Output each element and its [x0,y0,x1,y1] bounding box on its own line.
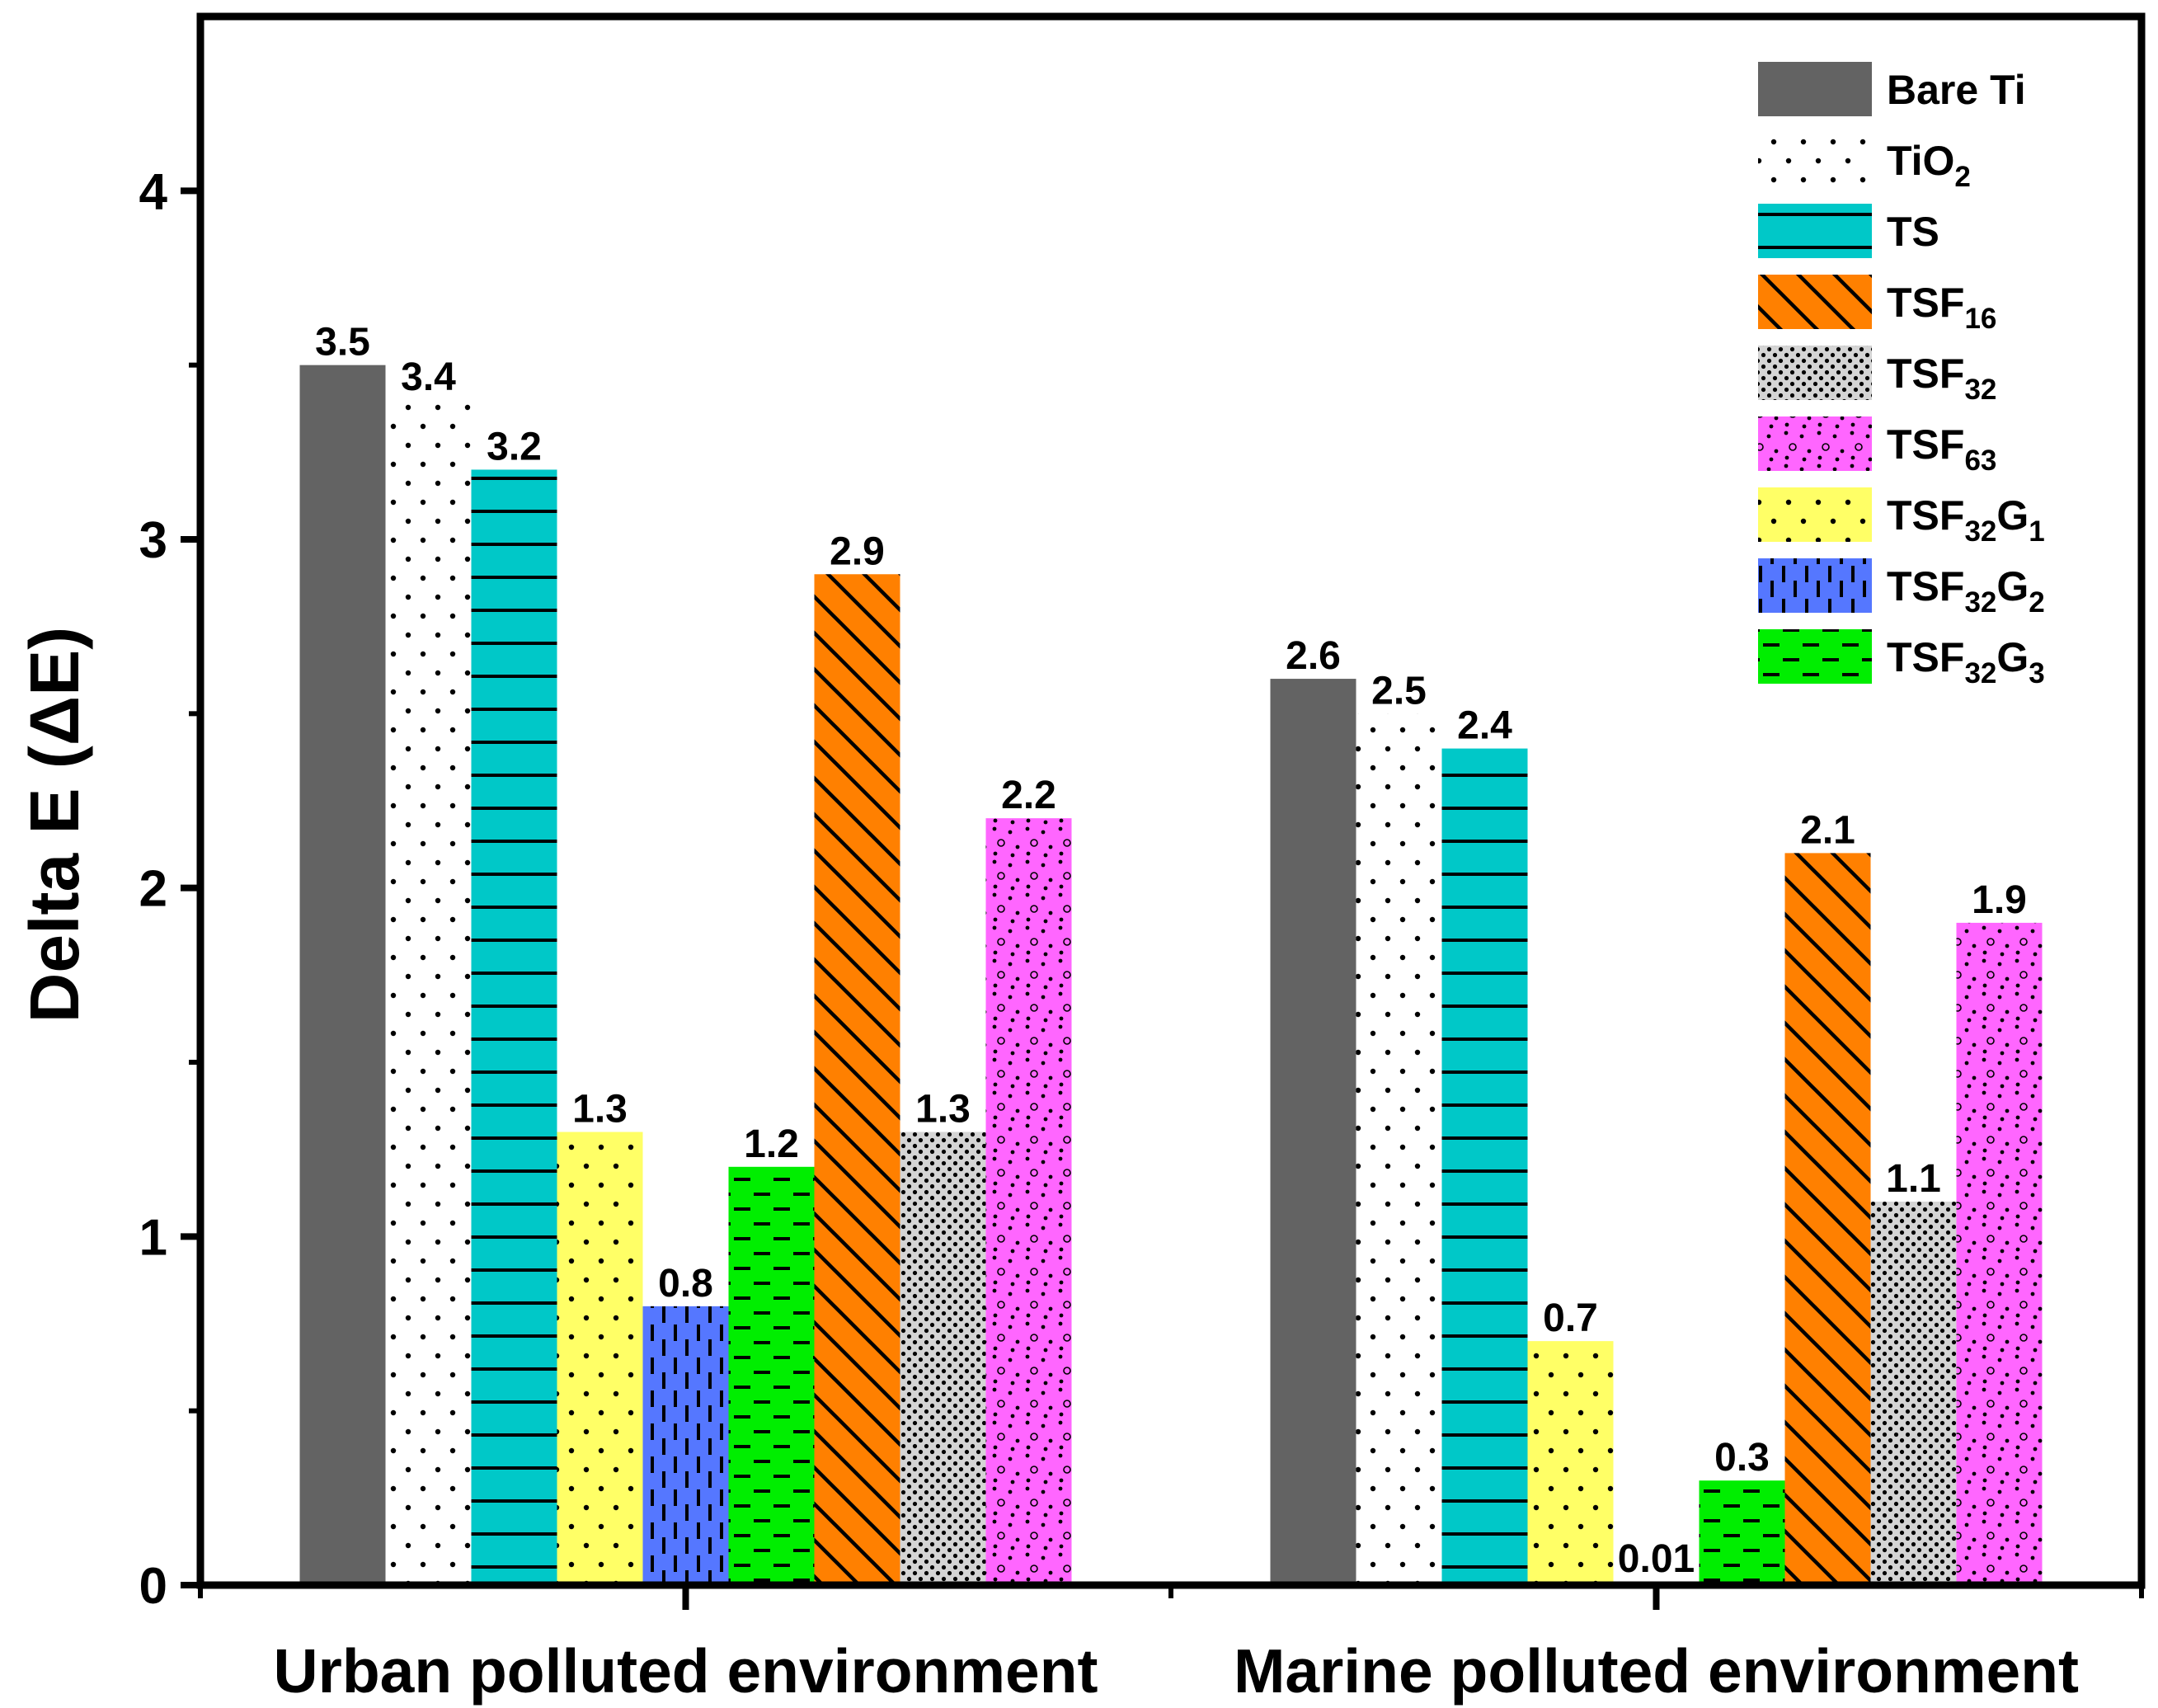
bar-tsf16-urban-polluted-environment-pattern [814,574,900,1586]
axes-layer: 0 1 2 3 4 Urban polluted environment Marine po… [139,12,2146,1706]
bar-tsf32g3-urban-polluted-environment-pattern [728,1166,815,1585]
y-tick-label-3: 3 [139,512,167,569]
bars-layer [299,365,2043,1586]
legend: Bare Ti TiO2 TS TSF16 TSF32 TSF63 TSF32G1 TSF32… [1758,62,2045,689]
legend-label-tio2: TiO2 [1887,138,1971,193]
legend-label-bare-ti: Bare Ti [1887,67,2026,113]
y-tick-label-2: 2 [139,861,167,918]
legend-label-tsf32: TSF32 [1887,351,1996,406]
legend-item-ts: TS [1758,204,1939,258]
data-label-tsf32g1-urban-polluted-environment: 1.3 [572,1088,628,1132]
x-category-label-urban-polluted-environment: Urban polluted environment [273,1636,1098,1706]
bar-tsf32g1-marine-polluted-environment-pattern [1527,1341,1614,1585]
bar-tsf32g1-urban-polluted-environment-pattern [557,1132,643,1585]
legend-label-tsf32g1: TSF32G1 [1887,492,2045,548]
data-label-tio2-marine-polluted-environment: 2.5 [1371,669,1427,713]
legend-label-tsf16: TSF16 [1887,280,1996,335]
y-axis-title: Delta E (ΔE) [16,627,93,1023]
legend-item-tsf32g1: TSF32G1 [1758,487,2045,548]
data-label-tsf63-urban-polluted-environment: 2.2 [1001,774,1056,817]
legend-swatch-pattern-tsf16 [1758,275,1872,329]
y-tick-label-1: 1 [139,1209,167,1266]
data-labels-layer: 3.5 3.4 3.2 1.3 0.8 1.2 2.9 1.3 2.2 2.6 2.5 2.4 0.7 0… [315,321,2027,1581]
y-tick-label-0: 0 [139,1558,167,1615]
legend-label-ts: TS [1887,209,1939,255]
data-label-tsf32-urban-polluted-environment: 1.3 [915,1088,971,1132]
data-label-ts-urban-polluted-environment: 3.2 [487,425,542,468]
data-label-tsf63-marine-polluted-environment: 1.9 [1972,878,2027,922]
legend-swatch-pattern-tsf32g1 [1758,487,1872,542]
legend-item-tio2: TiO2 [1758,133,1971,193]
legend-label-tsf32g2: TSF32G2 [1887,563,2045,619]
legend-label-tsf63: TSF63 [1887,421,1996,477]
bar-ts-marine-polluted-environment-pattern [1441,748,1528,1585]
legend-swatch-pattern-tsf32 [1758,346,1872,400]
bar-ts-urban-polluted-environment-pattern [471,469,557,1585]
bar-tsf32g2-urban-polluted-environment-pattern [642,1306,729,1585]
legend-item-tsf32g2: TSF32G2 [1758,558,2045,619]
bar-bare-ti-marine-polluted-environment [1270,679,1356,1585]
legend-swatch-pattern-tio2 [1758,133,1872,187]
data-label-tsf32g3-urban-polluted-environment: 1.2 [744,1122,799,1166]
data-label-ts-marine-polluted-environment: 2.4 [1457,704,1512,748]
data-label-tio2-urban-polluted-environment: 3.4 [401,355,456,399]
legend-swatch-pattern-tsf32g2 [1758,558,1872,613]
x-category-label-marine-polluted-environment: Marine polluted environment [1234,1636,2079,1706]
legend-swatch-bare-ti [1758,62,1872,116]
data-label-tsf16-marine-polluted-environment: 2.1 [1800,808,1855,852]
legend-swatch-pattern-ts [1758,204,1872,258]
legend-label-tsf32g3: TSF32G3 [1887,634,2045,689]
data-label-tsf32g1-marine-polluted-environment: 0.7 [1543,1296,1598,1340]
bar-tio2-marine-polluted-environment-pattern [1356,713,1442,1586]
bar-tsf16-marine-polluted-environment-pattern [1784,853,1871,1585]
data-label-tsf32g2-marine-polluted-environment: 0.01 [1618,1537,1695,1581]
data-label-tsf32-marine-polluted-environment: 1.1 [1886,1157,1941,1201]
data-label-bare-ti-marine-polluted-environment: 2.6 [1286,634,1341,678]
legend-item-bare-ti: Bare Ti [1758,62,2026,116]
bar-tsf63-urban-polluted-environment-pattern [985,818,1072,1585]
y-tick-label-4: 4 [139,163,168,220]
bar-tsf32g3-marine-polluted-environment-pattern [1699,1480,1785,1585]
legend-item-tsf32: TSF32 [1758,346,1996,406]
data-label-bare-ti-urban-polluted-environment: 3.5 [315,321,370,365]
data-label-tsf32g2-urban-polluted-environment: 0.8 [658,1262,713,1306]
bar-bare-ti-urban-polluted-environment [299,365,386,1586]
bar-tsf32-urban-polluted-environment-pattern [900,1132,986,1585]
legend-swatch-pattern-tsf63 [1758,416,1872,471]
data-label-tsf16-urban-polluted-environment: 2.9 [830,529,885,573]
legend-item-tsf16: TSF16 [1758,275,1996,335]
data-label-tsf32g3-marine-polluted-environment: 0.3 [1714,1436,1770,1480]
bar-tsf63-marine-polluted-environment-pattern [1956,922,2043,1585]
bar-tsf32-marine-polluted-environment-pattern [1870,1202,1957,1585]
legend-swatch-pattern-tsf32g3 [1758,629,1872,684]
legend-item-tsf32g3: TSF32G3 [1758,629,2045,689]
legend-item-tsf63: TSF63 [1758,416,1996,477]
bar-tio2-urban-polluted-environment-pattern [385,399,472,1585]
